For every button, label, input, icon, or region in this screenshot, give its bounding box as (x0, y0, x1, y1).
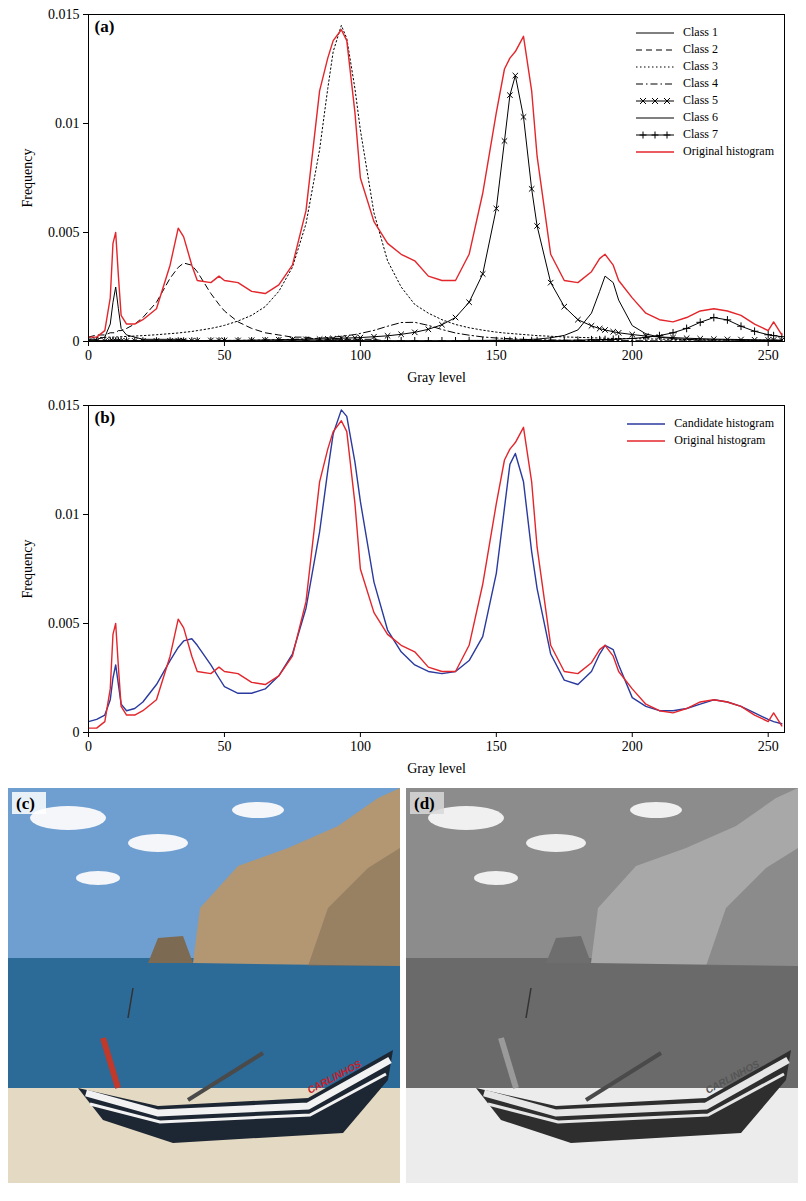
html-text:Class 1: Class 1 (683, 25, 718, 39)
svg-text:(b): (b) (95, 408, 116, 427)
html-text:Class 2: Class 2 (683, 42, 718, 56)
svg-text:250: 250 (758, 348, 779, 363)
html-text:Class 4: Class 4 (683, 76, 718, 90)
svg-text:Gray level: Gray level (407, 761, 466, 776)
svg-text:200: 200 (622, 348, 643, 363)
svg-text:250: 250 (758, 739, 779, 754)
html-text:Original histogram: Original histogram (674, 433, 766, 447)
svg-text:(a): (a) (95, 17, 115, 36)
svg-text:(c): (c) (16, 794, 35, 813)
svg-text:(d): (d) (414, 794, 435, 813)
svg-text:0: 0 (85, 739, 92, 754)
svg-text:CARLINHOS: CARLINHOS (306, 1058, 364, 1096)
html-text:Class 7: Class 7 (683, 127, 718, 141)
svg-text:50: 50 (217, 739, 231, 754)
svg-text:Frequency: Frequency (20, 539, 35, 598)
svg-text:0.005: 0.005 (48, 616, 80, 631)
svg-text:Frequency: Frequency (20, 148, 35, 207)
svg-text:100: 100 (350, 348, 371, 363)
svg-text:150: 150 (486, 348, 507, 363)
svg-text:Gray level: Gray level (407, 370, 466, 385)
html-text:Candidate histogram: Candidate histogram (674, 416, 774, 430)
svg-text:50: 50 (217, 348, 231, 363)
html-text:Original histogram: Original histogram (683, 144, 774, 158)
svg-text:0.01: 0.01 (55, 116, 80, 131)
svg-text:150: 150 (486, 739, 507, 754)
svg-text:100: 100 (350, 739, 371, 754)
svg-text:0: 0 (85, 348, 92, 363)
svg-text:0.01: 0.01 (55, 507, 80, 522)
svg-text:0.015: 0.015 (48, 7, 80, 22)
html-text:Class 5: Class 5 (683, 93, 718, 107)
svg-text:0: 0 (73, 334, 80, 349)
svg-text:200: 200 (622, 739, 643, 754)
html-text:Class 6: Class 6 (683, 110, 718, 124)
html-text:Class 3: Class 3 (683, 59, 718, 73)
svg-text:0: 0 (73, 725, 80, 740)
svg-text:0.015: 0.015 (48, 398, 80, 413)
svg-text:CARLINHOS: CARLINHOS (704, 1058, 762, 1096)
svg-text:0.005: 0.005 (48, 225, 80, 240)
